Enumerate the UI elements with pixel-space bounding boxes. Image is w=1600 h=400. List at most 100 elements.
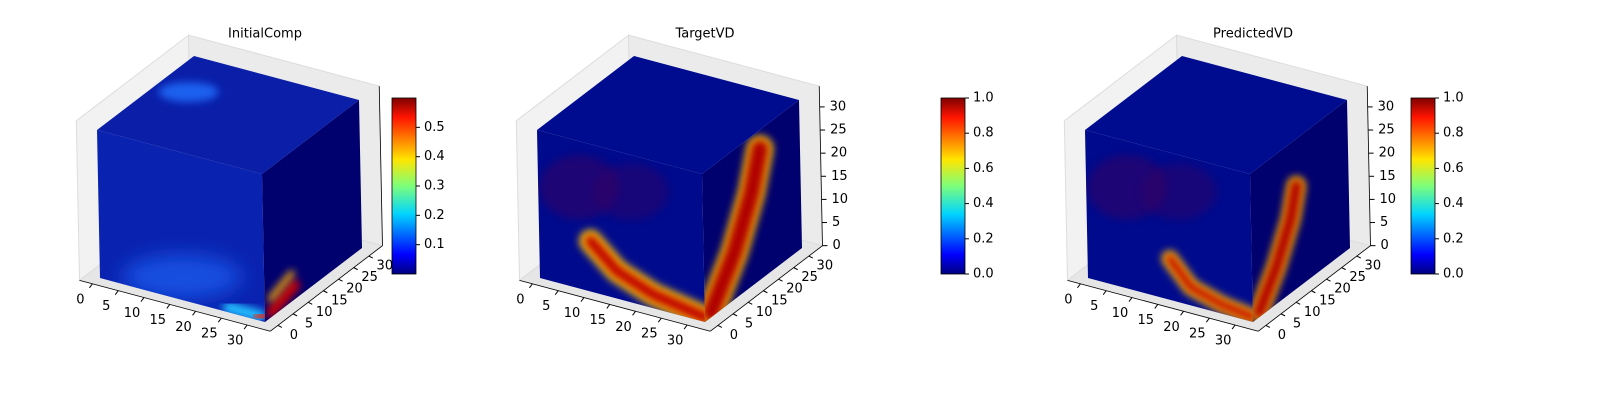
hot-region bbox=[584, 234, 705, 322]
x-tick-label: 0 bbox=[76, 292, 84, 307]
x-tick bbox=[1231, 324, 1236, 330]
y-tick bbox=[307, 301, 313, 305]
right-detail bbox=[702, 135, 773, 322]
x-tick bbox=[632, 310, 636, 316]
axis-line bbox=[818, 86, 823, 246]
x-tick-label: 5 bbox=[542, 299, 550, 314]
cube-top bbox=[1085, 56, 1347, 174]
x-tick-label: 0 bbox=[1064, 292, 1072, 307]
z-tick-label: 15 bbox=[831, 169, 848, 184]
z-tick-label: 30 bbox=[830, 99, 847, 114]
z-tick-label: 30 bbox=[1378, 99, 1395, 114]
x-tick bbox=[554, 290, 559, 295]
y-tick bbox=[353, 267, 358, 271]
axis-line bbox=[79, 279, 271, 332]
x-tick bbox=[1205, 317, 1210, 323]
y-tick-label: 15 bbox=[1319, 293, 1336, 308]
hot-region bbox=[253, 311, 265, 322]
y-tick bbox=[368, 255, 374, 259]
x-tick-label: 25 bbox=[201, 327, 218, 342]
x-tick bbox=[243, 324, 248, 330]
colorbar-tick-label: 0.1 bbox=[424, 237, 445, 252]
x-tick bbox=[606, 304, 611, 309]
colorbar-tick-label: 0.4 bbox=[424, 149, 445, 164]
y-tick bbox=[292, 313, 298, 317]
y-tick-label: 10 bbox=[1304, 305, 1321, 320]
y-tick bbox=[732, 313, 738, 317]
x-tick bbox=[1128, 297, 1133, 302]
hot-region bbox=[122, 254, 243, 299]
y-tick bbox=[808, 255, 814, 259]
z-tick-label: 0 bbox=[1380, 238, 1388, 253]
hot-region bbox=[266, 280, 300, 318]
right-detail bbox=[266, 270, 300, 318]
z-tick-label: 0 bbox=[832, 238, 840, 253]
colorbar-tick-label: 0.4 bbox=[1443, 196, 1464, 211]
x-tick bbox=[114, 290, 119, 295]
front-detail bbox=[539, 155, 705, 322]
colorbar-tick-label: 0.8 bbox=[973, 126, 994, 141]
x-tick bbox=[580, 297, 585, 302]
colorbar-tick-label: 0.4 bbox=[973, 196, 994, 211]
hot-region bbox=[702, 139, 769, 322]
y-tick-label: 10 bbox=[316, 305, 333, 320]
panel-title: TargetVD bbox=[674, 27, 734, 42]
colorbar-tick-label: 0.0 bbox=[973, 267, 994, 282]
x-tick-label: 10 bbox=[564, 306, 581, 321]
x-tick bbox=[1102, 290, 1107, 295]
hot-region bbox=[1252, 179, 1303, 320]
y-tick-label: 25 bbox=[801, 270, 818, 285]
y-tick-label: 5 bbox=[1293, 316, 1301, 331]
colorbar-tick-label: 0.3 bbox=[424, 179, 445, 194]
colorbar bbox=[1410, 97, 1436, 275]
z-tick-label: 25 bbox=[1378, 123, 1395, 138]
y-tick-label: 25 bbox=[1349, 270, 1366, 285]
x-tick bbox=[1180, 310, 1184, 316]
x-tick-label: 30 bbox=[227, 334, 244, 349]
y-tick-label: 0 bbox=[1278, 328, 1286, 343]
z-tick-label: 5 bbox=[1380, 215, 1388, 230]
y-tick bbox=[1356, 255, 1362, 259]
y-tick bbox=[338, 278, 343, 282]
colorbar-tick-label: 0.5 bbox=[424, 120, 445, 135]
front-detail bbox=[122, 254, 265, 322]
y-tick bbox=[778, 278, 783, 282]
x-tick bbox=[1154, 304, 1159, 309]
x-tick bbox=[217, 317, 222, 323]
x-tick-label: 30 bbox=[1215, 334, 1232, 349]
axis-line bbox=[1366, 86, 1371, 246]
x-tick-label: 25 bbox=[1189, 327, 1206, 342]
y-tick bbox=[1295, 301, 1301, 305]
x-tick-label: 25 bbox=[641, 327, 658, 342]
cube-right bbox=[262, 100, 362, 322]
z-tick-label: 20 bbox=[831, 146, 848, 161]
hot-region bbox=[1140, 163, 1217, 220]
colorbar-tick-label: 0.8 bbox=[1443, 126, 1464, 141]
colorbar-tick-label: 0.0 bbox=[1443, 267, 1464, 282]
z-tick-label: 20 bbox=[1379, 146, 1396, 161]
x-tick-label: 15 bbox=[1137, 313, 1154, 328]
y-tick bbox=[747, 301, 753, 305]
x-tick bbox=[1077, 283, 1081, 289]
colorbar-tick-label: 0.2 bbox=[973, 231, 994, 246]
x-tick bbox=[89, 283, 93, 289]
front-detail bbox=[1087, 155, 1253, 322]
axis-line bbox=[1258, 245, 1371, 332]
cube-top bbox=[97, 56, 359, 174]
colorbar-tick-label: 1.0 bbox=[1443, 91, 1464, 106]
colorbar-tick-label: 0.6 bbox=[1443, 161, 1464, 176]
x-tick bbox=[192, 310, 196, 316]
x-tick-label: 15 bbox=[589, 313, 606, 328]
y-tick-label: 15 bbox=[771, 293, 788, 308]
colorbar-tick-label: 1.0 bbox=[973, 91, 994, 106]
axis-line bbox=[519, 279, 711, 332]
hot-region bbox=[267, 270, 295, 302]
y-tick-label: 0 bbox=[730, 328, 738, 343]
colorbar-tick-label: 0.2 bbox=[1443, 231, 1464, 246]
y-tick bbox=[1326, 278, 1331, 282]
panel-title: InitialComp bbox=[228, 27, 302, 42]
